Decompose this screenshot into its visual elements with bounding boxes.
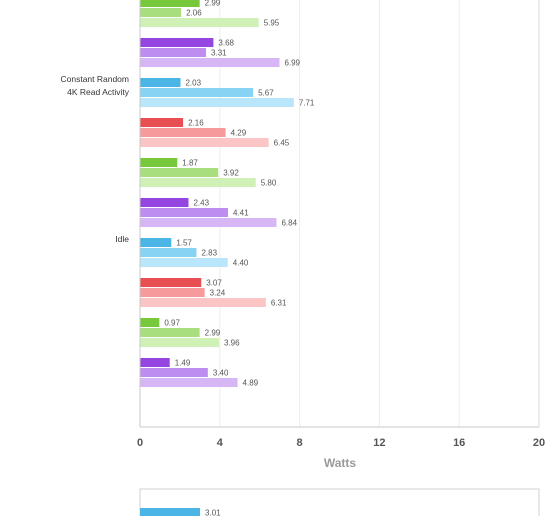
bar-value-label: 6.31 xyxy=(271,299,287,308)
bar-value-label: 5.67 xyxy=(258,89,274,98)
bar xyxy=(140,318,160,327)
category-label: Constant Random xyxy=(60,74,129,84)
bar-value-label: 4.89 xyxy=(243,379,259,388)
bar-value-label: 2.83 xyxy=(201,249,217,258)
bar xyxy=(140,338,220,347)
bar-value-label: 4.29 xyxy=(231,129,247,138)
bar xyxy=(140,138,269,147)
x-tick-label: 4 xyxy=(217,437,224,449)
bar-value-label: 2.06 xyxy=(186,9,202,18)
x-axis-title: Watts xyxy=(324,456,357,470)
x-tick-label: 0 xyxy=(137,437,143,449)
bar xyxy=(140,0,200,7)
bar-value-label: 1.57 xyxy=(176,239,192,248)
bar-value-label: 2.43 xyxy=(193,199,209,208)
bar-value-label: 2.16 xyxy=(188,119,204,128)
bar xyxy=(140,198,189,207)
bar xyxy=(140,58,280,67)
bar-value-label: 6.84 xyxy=(281,219,297,228)
bar xyxy=(140,238,172,247)
bar-value-label: 4.40 xyxy=(233,259,249,268)
bar xyxy=(140,168,219,177)
bar-value-label: 0.97 xyxy=(164,319,180,328)
bar xyxy=(140,88,254,97)
bar xyxy=(140,78,181,87)
bar xyxy=(140,158,178,167)
bar-value-label: 5.95 xyxy=(264,19,280,28)
bar-value-label: 2.99 xyxy=(205,329,221,338)
bar xyxy=(140,18,259,27)
x-tick-label: 20 xyxy=(533,437,545,449)
bar-value-label: 3.07 xyxy=(206,279,222,288)
bar xyxy=(140,278,202,287)
bar xyxy=(140,218,277,227)
bar-value-label: 3.31 xyxy=(211,49,227,58)
bar xyxy=(140,128,226,137)
bar xyxy=(140,288,205,297)
bar xyxy=(140,328,200,337)
bar-value-label: 3.96 xyxy=(224,339,240,348)
bar xyxy=(140,48,207,57)
bar-value-label: 2.03 xyxy=(185,79,201,88)
bar xyxy=(140,248,197,257)
bar-value-label: 7.71 xyxy=(299,99,315,108)
bar xyxy=(140,8,182,17)
bar xyxy=(140,178,256,187)
x-tick-label: 12 xyxy=(373,437,385,449)
bar xyxy=(140,258,228,267)
bar xyxy=(140,208,228,217)
bar xyxy=(140,368,208,377)
bar-value-label: 6.45 xyxy=(274,139,290,148)
bar xyxy=(140,38,214,47)
bar xyxy=(140,378,238,387)
category-label: 4K Read Activity xyxy=(67,87,130,97)
bar-value-label: 3.68 xyxy=(218,39,234,48)
bar xyxy=(140,358,170,367)
bar-value-label: 1.49 xyxy=(175,359,191,368)
bar xyxy=(140,298,266,307)
category-label: Idle xyxy=(115,234,129,244)
x-tick-label: 16 xyxy=(453,437,465,449)
bar-value-label: 5.80 xyxy=(261,179,277,188)
bar-value-label: 3.40 xyxy=(213,369,229,378)
bar xyxy=(140,98,294,107)
bar-value-label: 2.99 xyxy=(205,0,221,8)
bar-value-label: 4.41 xyxy=(233,209,249,218)
x-tick-label: 8 xyxy=(297,437,303,449)
bar-value-label: 6.99 xyxy=(284,59,300,68)
bar-value-label: 3.24 xyxy=(210,289,226,298)
bar-value-label: 3.01 xyxy=(205,509,221,517)
bar-value-label: 3.92 xyxy=(223,169,239,178)
bar xyxy=(140,118,184,127)
bar-value-label: 1.87 xyxy=(182,159,198,168)
bar xyxy=(140,508,201,517)
